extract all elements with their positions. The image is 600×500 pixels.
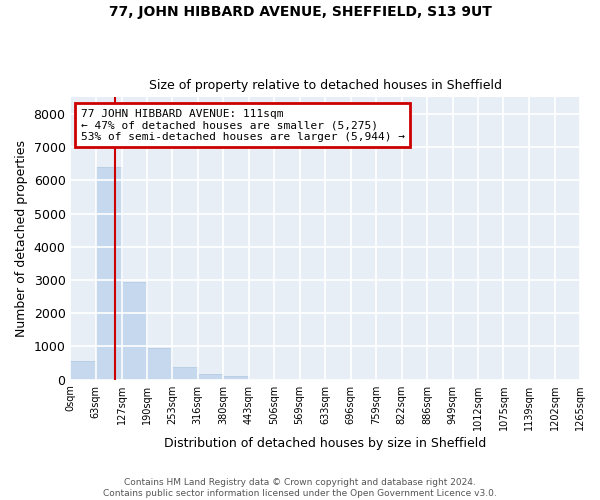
Text: Contains HM Land Registry data © Crown copyright and database right 2024.
Contai: Contains HM Land Registry data © Crown c… xyxy=(103,478,497,498)
Bar xyxy=(70,362,96,380)
Bar xyxy=(122,282,147,380)
Bar xyxy=(96,167,122,380)
Bar xyxy=(147,348,172,380)
Text: 77 JOHN HIBBARD AVENUE: 111sqm
← 47% of detached houses are smaller (5,275)
53% : 77 JOHN HIBBARD AVENUE: 111sqm ← 47% of … xyxy=(80,108,404,142)
Bar xyxy=(223,376,249,380)
Text: 77, JOHN HIBBARD AVENUE, SHEFFIELD, S13 9UT: 77, JOHN HIBBARD AVENUE, SHEFFIELD, S13 … xyxy=(109,5,491,19)
X-axis label: Distribution of detached houses by size in Sheffield: Distribution of detached houses by size … xyxy=(164,437,487,450)
Bar xyxy=(198,374,223,380)
Title: Size of property relative to detached houses in Sheffield: Size of property relative to detached ho… xyxy=(149,79,502,92)
Y-axis label: Number of detached properties: Number of detached properties xyxy=(15,140,28,337)
Bar xyxy=(172,368,198,380)
